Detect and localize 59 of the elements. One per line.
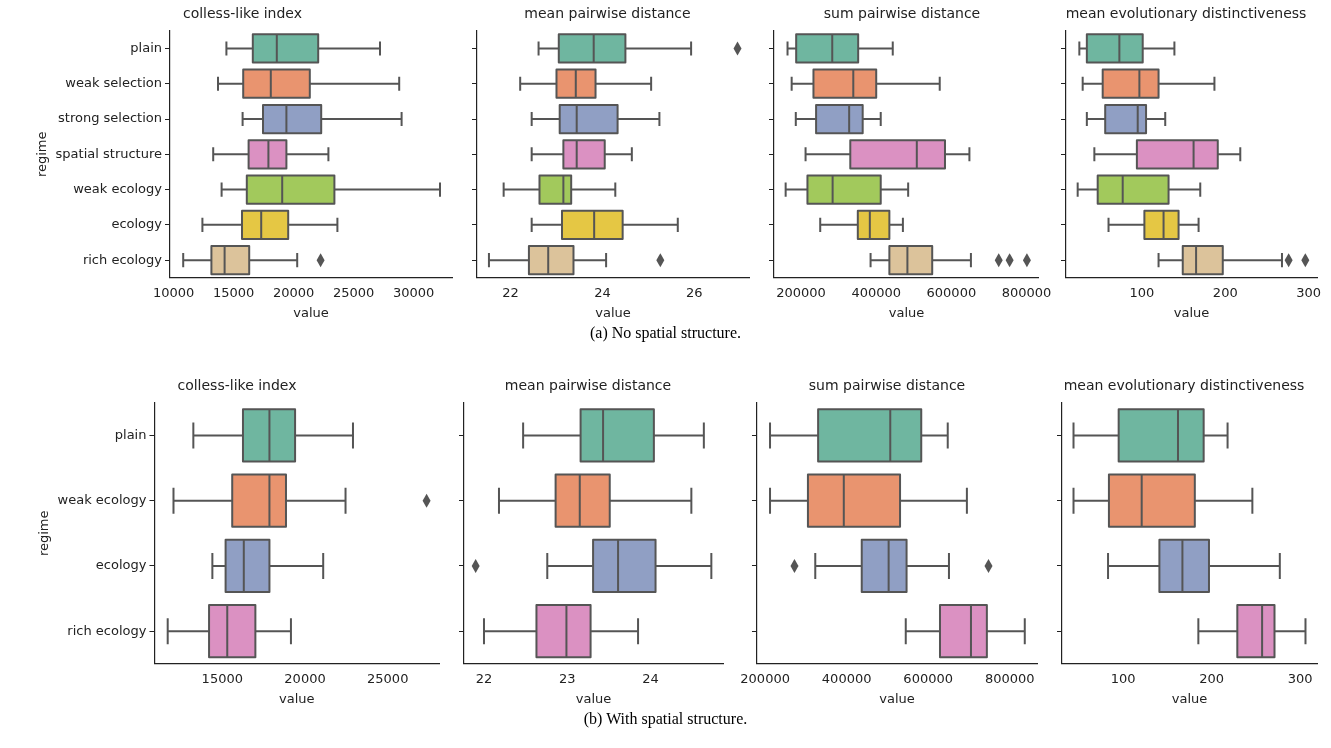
y-tick-label: strong selection [58,110,163,126]
x-axis-title: value [293,304,329,320]
x-tick-label: 400000 [821,670,872,686]
x-axis-title: value [1173,304,1210,320]
x-tick-label: 24 [594,284,611,300]
y-tick-label: weak ecology [57,492,147,508]
chart-title: mean pairwise distance [524,5,691,22]
chart-title: sum pairwise distance [808,377,966,394]
x-tick-label: 26 [686,284,703,300]
chart-title: colless-like index [177,377,297,394]
x-tick-label: 100 [1110,670,1136,686]
x-axis-title: value [278,690,315,706]
chart-title: mean evolutionary distinctiveness [1063,377,1305,394]
x-tick-label: 200000 [740,670,790,686]
y-tick-label: plain [130,39,163,55]
x-tick-label: 100 [1129,284,1155,300]
x-tick-label: 22 [475,670,493,686]
y-tick-label: ecology [95,557,147,573]
x-tick-label: 300 [1296,284,1322,300]
x-axis-title: value [595,304,631,320]
x-tick-label: 10000 [152,284,195,300]
x-tick-label: 23 [558,670,576,686]
x-tick-label: 600000 [926,284,977,300]
y-tick-label: rich ecology [67,622,147,638]
x-tick-label: 400000 [851,284,902,300]
y-axis-title: regime [36,510,52,557]
x-tick-label: 200 [1212,284,1238,300]
x-tick-label: 200 [1199,670,1225,686]
x-tick-label: 22 [502,284,519,300]
x-tick-label: 25000 [367,670,409,686]
chart-title: colless-like index [182,5,303,22]
x-axis-title: value [879,690,915,706]
x-axis-title: value [888,304,925,320]
x-axis-title: value [575,690,612,706]
x-tick-label: 20000 [272,284,315,300]
y-tick-label: spatial structure [55,145,163,161]
y-tick-label: ecology [111,216,163,232]
x-axis-title: value [1171,690,1208,706]
x-tick-label: 30000 [392,284,435,300]
x-tick-label: 800000 [1001,284,1052,300]
x-tick-label: 600000 [903,670,953,686]
text: (b) With spatial structure. [582,710,749,728]
x-tick-label: 15000 [212,284,255,300]
x-tick-label: 15000 [201,670,243,686]
x-tick-label: 25000 [332,284,375,300]
x-tick-label: 24 [642,670,659,686]
x-tick-label: 800000 [984,670,1035,686]
y-axis-title: regime [34,131,50,178]
x-tick-label: 20000 [284,670,326,686]
x-tick-label: 200000 [776,284,826,300]
y-tick-label: weak ecology [73,180,163,196]
y-tick-label: weak selection [65,75,163,91]
chart-title: mean pairwise distance [504,377,672,394]
text: (a) No spatial structure. [588,324,743,342]
y-tick-label: plain [114,426,147,442]
chart-title: mean evolutionary distinctiveness [1065,5,1307,22]
x-tick-label: 300 [1287,670,1313,686]
y-tick-label: rich ecology [82,251,163,267]
chart-title: sum pairwise distance [823,5,981,22]
